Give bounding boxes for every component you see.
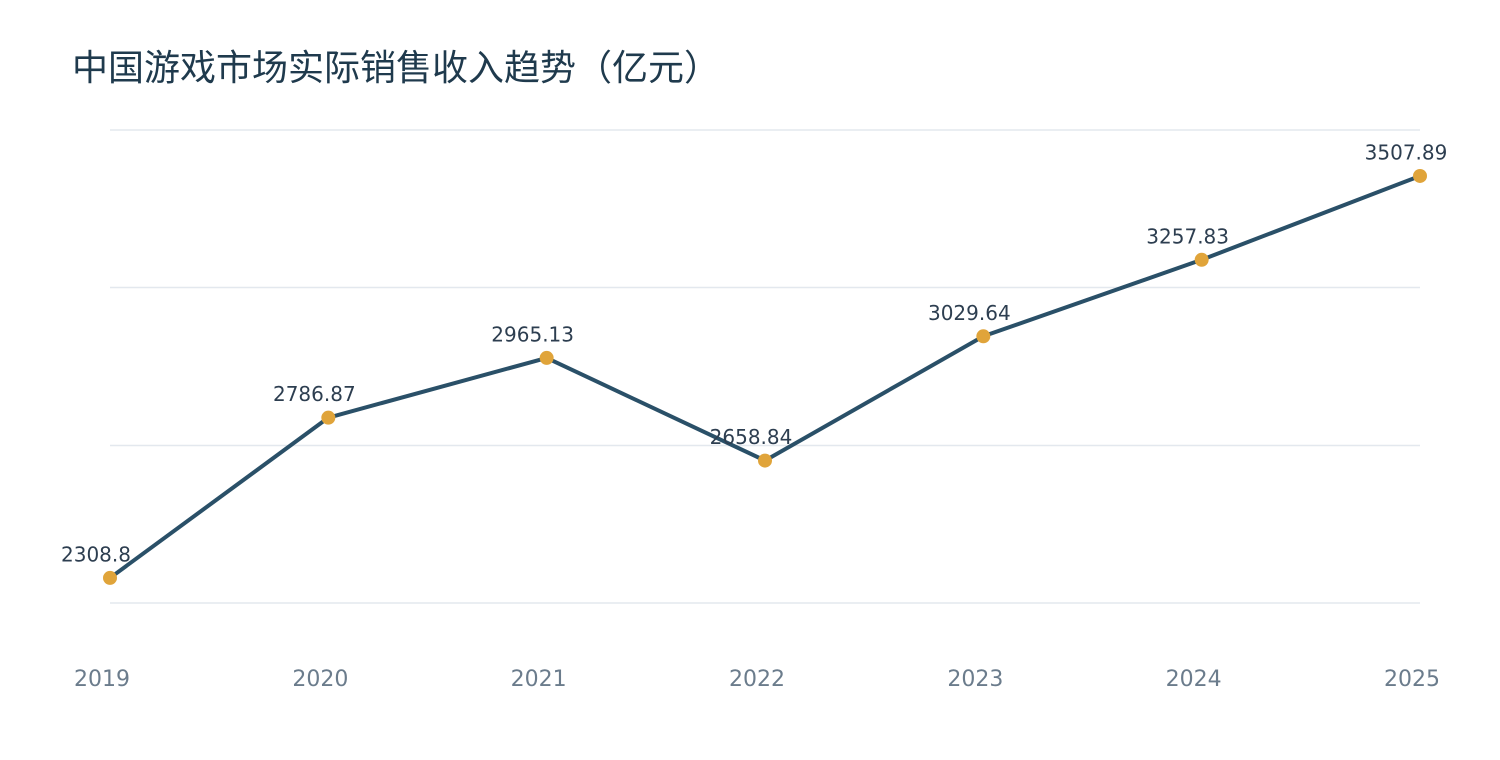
data-point: [103, 570, 117, 585]
x-tick-label: 2022: [729, 667, 785, 692]
data-label: 2965.13: [491, 322, 574, 346]
data-point: [1413, 168, 1427, 183]
data-point: [758, 453, 772, 468]
data-label: 2786.87: [273, 382, 356, 406]
x-tick-label: 2024: [1166, 667, 1222, 692]
data-point: [539, 350, 554, 365]
data-label: 3257.83: [1146, 224, 1229, 248]
data-point: [321, 410, 336, 425]
x-tick-label: 2025: [1384, 667, 1440, 692]
x-tick-label: 2020: [292, 667, 348, 692]
x-tick-label: 2023: [947, 667, 1003, 692]
data-point: [1194, 252, 1209, 267]
data-label: 2308.8: [61, 542, 131, 566]
chart-title: 中国游戏市场实际销售收入趋势（亿元）: [72, 48, 720, 89]
data-label: 2658.84: [710, 425, 793, 449]
x-tick-label: 2019: [74, 667, 130, 692]
data-label: 3507.89: [1365, 140, 1448, 164]
data-label: 3029.64: [928, 301, 1011, 325]
x-tick-label: 2021: [511, 667, 567, 692]
data-point: [976, 329, 991, 344]
